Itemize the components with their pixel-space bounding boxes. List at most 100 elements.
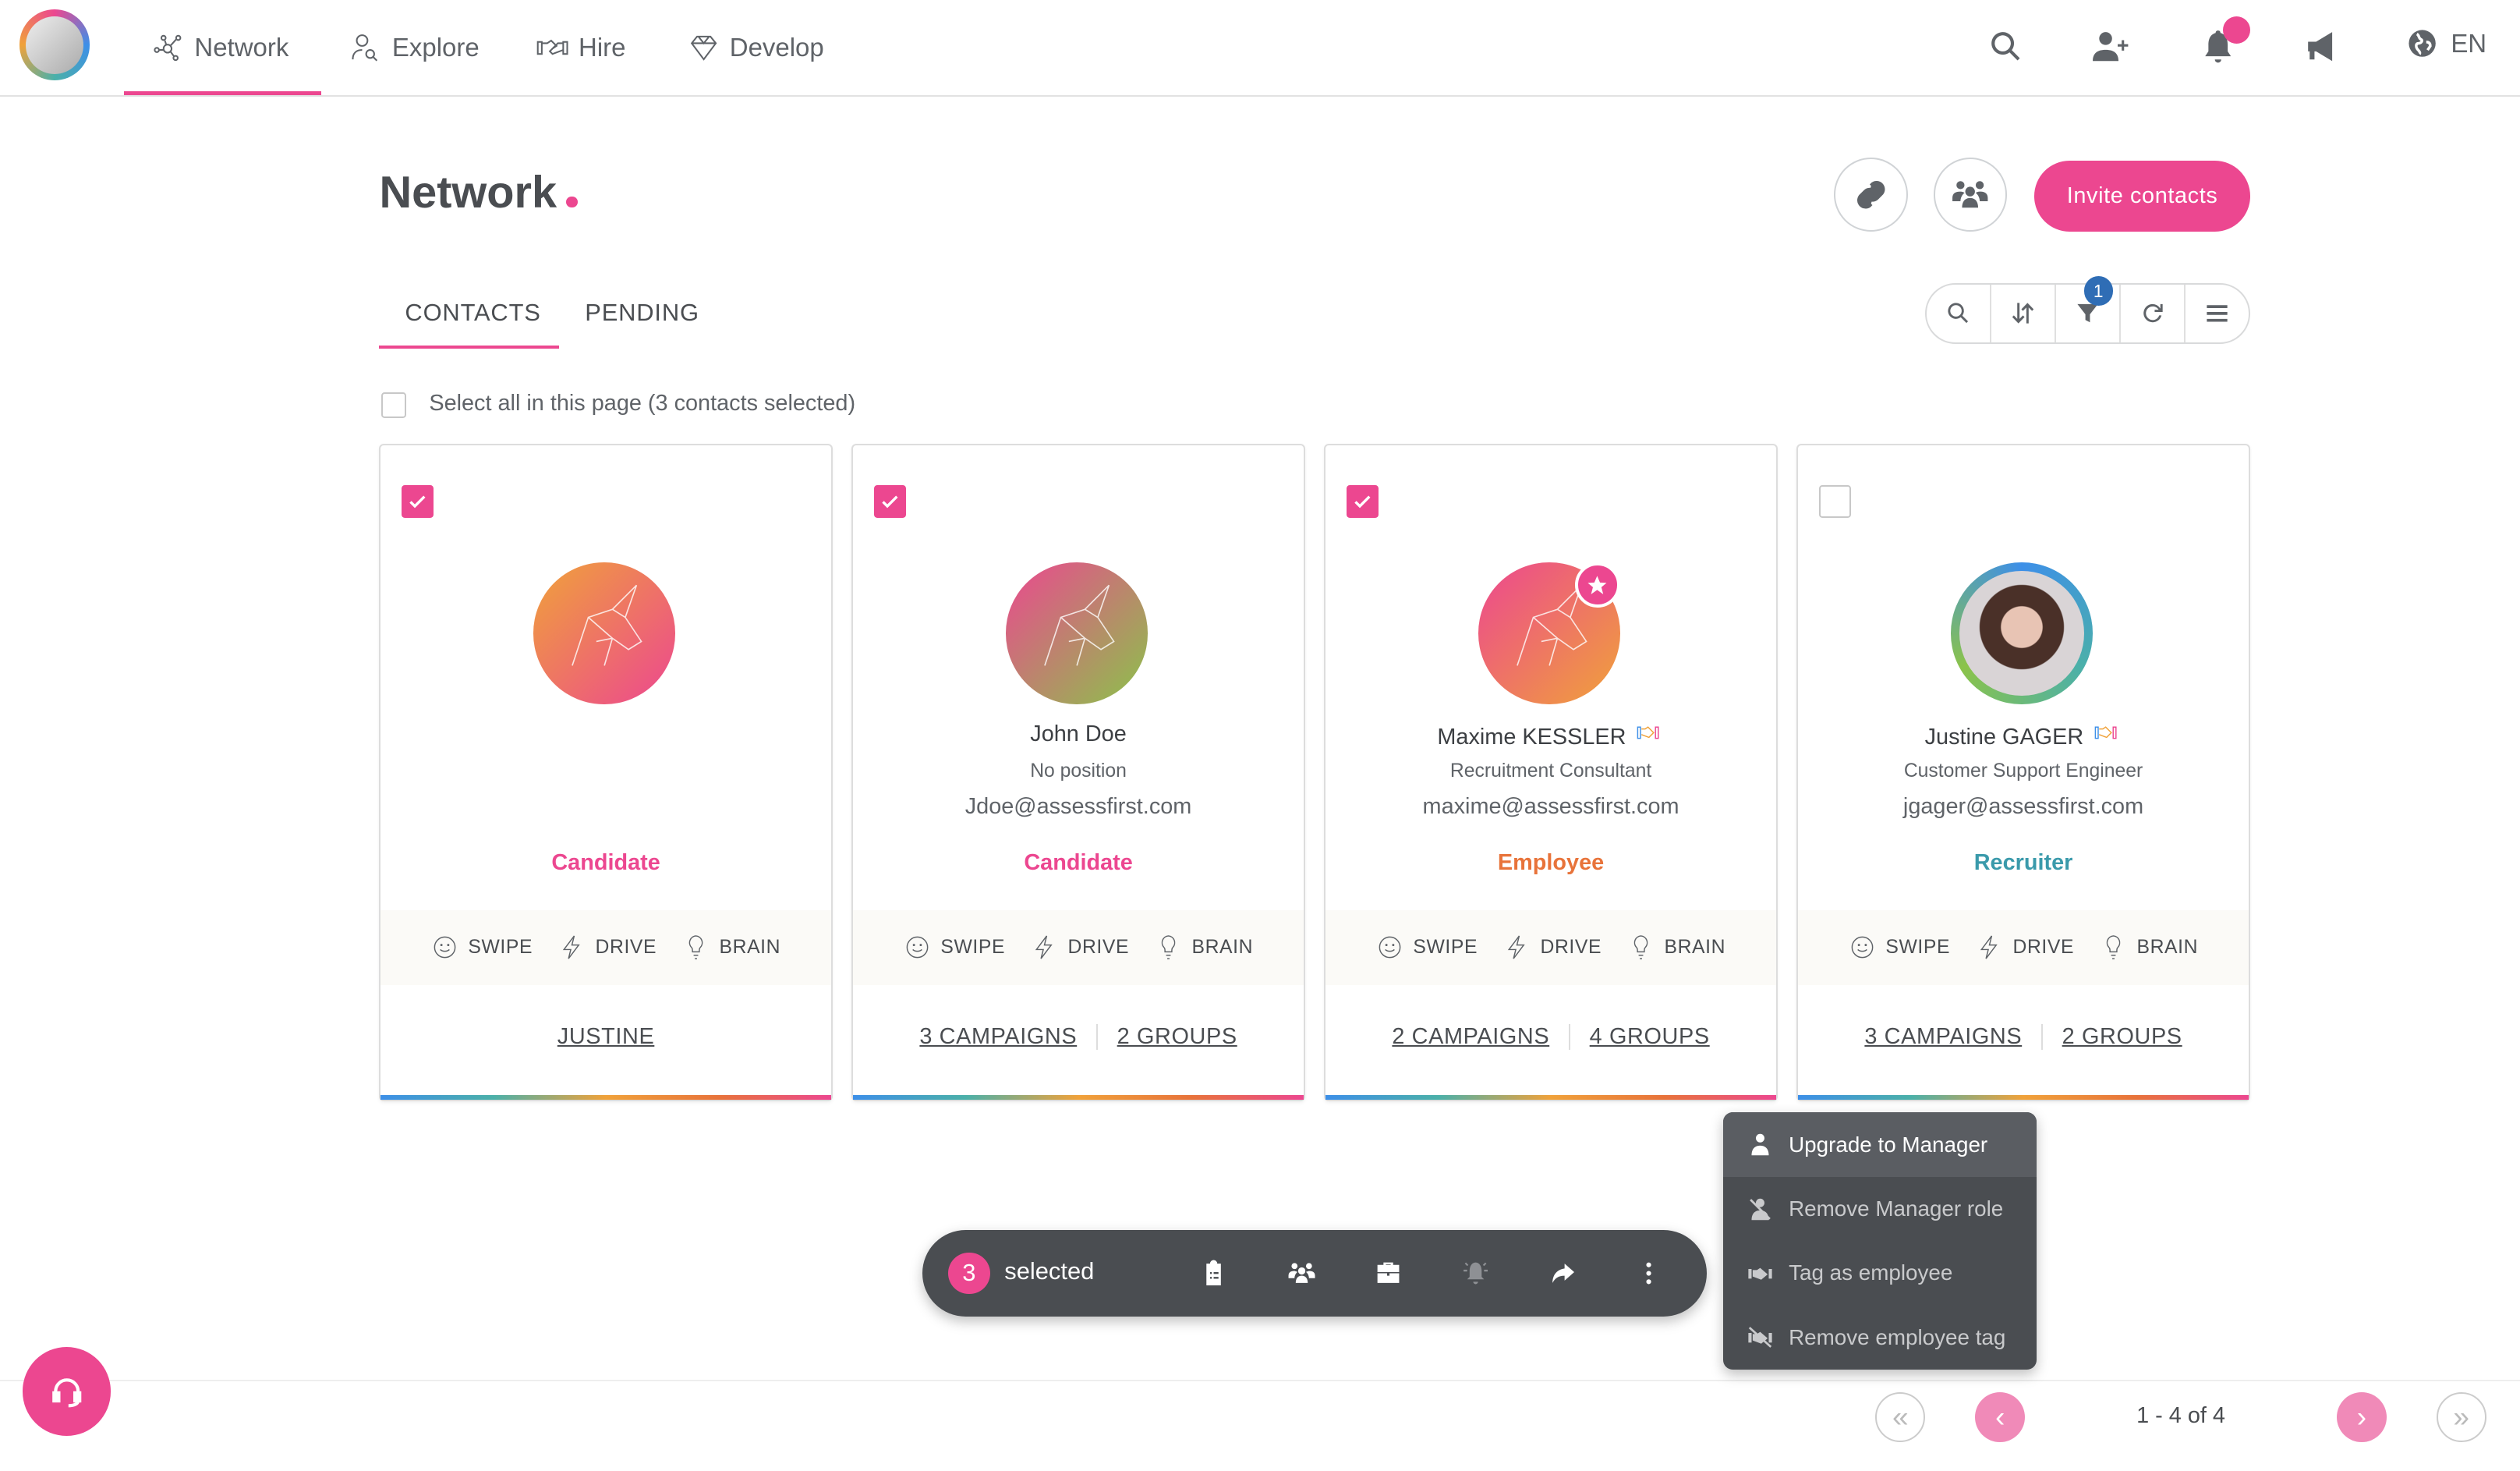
test-drive[interactable]: DRIVE — [1976, 934, 2074, 961]
nav-explore[interactable]: Explore — [350, 0, 480, 95]
more-actions-button[interactable] — [1630, 1254, 1668, 1292]
assign-test-button[interactable] — [1194, 1254, 1232, 1292]
menu-item-upgrade-manager[interactable]: Upgrade to Manager — [1722, 1112, 2037, 1177]
active-nav-indicator — [123, 91, 322, 95]
filter-button[interactable]: 1 — [2056, 276, 2121, 343]
brain-icon — [1627, 934, 1655, 961]
test-brain[interactable]: BRAIN — [682, 934, 780, 961]
test-results: SWIPE DRIVE BRAIN — [853, 909, 1304, 986]
card-checkbox[interactable] — [874, 485, 907, 518]
menu-item-tag-employee[interactable]: Tag as employee — [1723, 1241, 2037, 1305]
tab-pending[interactable]: PENDING — [585, 299, 699, 327]
copy-link-button[interactable] — [1833, 157, 1908, 232]
card-gradient-bar — [853, 1094, 1304, 1100]
nav-network[interactable]: Network — [153, 0, 288, 95]
card-checkbox[interactable] — [1819, 485, 1852, 518]
menu-item-remove-employee-tag[interactable]: Remove employee tag — [1723, 1306, 2037, 1370]
card-link[interactable]: 3 CAMPAIGNS — [1864, 1023, 2023, 1049]
test-results: SWIPE DRIVE BRAIN — [1325, 909, 1776, 986]
test-label: BRAIN — [1191, 937, 1254, 958]
contact-name-text: Maxime KESSLER — [1437, 725, 1626, 750]
check-icon — [1354, 495, 1371, 508]
menu-item-remove-manager[interactable]: Remove Manager role — [1723, 1177, 2037, 1241]
card-link[interactable]: 2 GROUPS — [1095, 1023, 1256, 1050]
test-brain[interactable]: BRAIN — [1155, 934, 1253, 961]
brain-icon — [1155, 934, 1182, 961]
page-title-text: Network — [379, 168, 557, 218]
announcements-button[interactable] — [2302, 26, 2344, 68]
add-user-icon — [2092, 32, 2129, 62]
test-results: SWIPE DRIVE BRAIN — [380, 909, 831, 986]
contact-name-text: Justine GAGER — [1924, 725, 2084, 750]
test-drive[interactable]: DRIVE — [558, 934, 657, 961]
sort-button[interactable] — [1991, 284, 2057, 343]
footer-divider — [0, 1379, 2520, 1381]
card-link[interactable]: 2 CAMPAIGNS — [1392, 1023, 1550, 1049]
contact-card[interactable]: Candidate SWIPE DRIVE BRAIN JUSTINE — [379, 443, 833, 1101]
invite-contacts-button[interactable]: Invite contacts — [2034, 161, 2250, 232]
test-brain[interactable]: BRAIN — [1627, 934, 1725, 961]
contact-card[interactable]: Maxime KESSLER Recruitment Consultant ma… — [1324, 443, 1778, 1101]
card-link[interactable]: 2 GROUPS — [2040, 1023, 2201, 1050]
groups-button[interactable] — [1933, 157, 2008, 232]
language-selector[interactable]: EN — [2406, 27, 2486, 59]
contact-name: Justine GAGER — [1798, 721, 2248, 750]
search-button[interactable] — [1927, 284, 1992, 343]
contact-name-text: John Doe — [1030, 721, 1127, 747]
card-link[interactable]: JUSTINE — [557, 1023, 655, 1049]
test-swipe[interactable]: SWIPE — [1376, 934, 1478, 961]
unicorn-icon — [1043, 584, 1115, 666]
card-link[interactable]: 4 GROUPS — [1568, 1023, 1729, 1050]
test-label: SWIPE — [1885, 937, 1951, 958]
hamburger-icon — [2207, 305, 2228, 322]
users-icon — [1288, 1263, 1315, 1283]
contact-card[interactable]: Justine GAGER Customer Support Engineer … — [1796, 443, 2250, 1101]
help-button[interactable] — [22, 1347, 111, 1436]
contact-role: Candidate — [1024, 850, 1133, 876]
card-links: 3 CAMPAIGNS 2 GROUPS — [853, 1023, 1303, 1050]
employee-handshake-icon — [1637, 726, 1660, 739]
alert-button[interactable] — [1456, 1254, 1494, 1292]
card-link[interactable]: 3 CAMPAIGNS — [919, 1023, 1078, 1049]
test-drive[interactable]: DRIVE — [1503, 934, 1602, 961]
nav-hire[interactable]: Hire — [536, 0, 625, 95]
card-checkbox[interactable] — [1347, 485, 1379, 518]
menu-item-label: Remove employee tag — [1789, 1324, 2006, 1349]
first-page-button[interactable]: « — [1875, 1391, 1926, 1442]
check-icon — [409, 495, 426, 508]
contact-card[interactable]: John Doe No position Jdoe@assessfirst.co… — [851, 443, 1305, 1101]
check-icon — [882, 495, 898, 508]
context-menu: Upgrade to Manager Remove Manager role T… — [1722, 1112, 2037, 1370]
test-drive[interactable]: DRIVE — [1031, 934, 1129, 961]
last-page-button[interactable]: » — [2436, 1391, 2486, 1442]
card-checkbox[interactable] — [402, 485, 434, 518]
refresh-button[interactable] — [2121, 284, 2186, 343]
app-logo[interactable] — [19, 9, 90, 81]
select-all-checkbox[interactable] — [380, 392, 407, 418]
page-title: Network — [379, 167, 578, 218]
test-swipe[interactable]: SWIPE — [904, 934, 1005, 961]
test-swipe[interactable]: SWIPE — [1849, 934, 1950, 961]
test-brain[interactable]: BRAIN — [2100, 934, 2198, 961]
list-toolbar: 1 — [1925, 276, 2250, 345]
search-button[interactable] — [1985, 26, 2027, 68]
notifications-button[interactable] — [2197, 26, 2239, 68]
selected-label: selected — [1004, 1257, 1095, 1285]
globe-icon — [2409, 30, 2436, 57]
prev-page-button[interactable]: ‹ — [1975, 1391, 2026, 1442]
add-user-button[interactable] — [2090, 26, 2132, 68]
swipe-icon — [1376, 934, 1403, 961]
add-to-campaign-button[interactable] — [1369, 1254, 1407, 1292]
bell-icon — [2204, 30, 2231, 63]
tab-contacts[interactable]: CONTACTS — [405, 299, 541, 327]
test-swipe[interactable]: SWIPE — [431, 934, 533, 961]
menu-button[interactable] — [2186, 285, 2249, 342]
briefcase-icon — [1377, 1262, 1400, 1283]
add-to-group-button[interactable] — [1283, 1254, 1321, 1292]
test-label: DRIVE — [1067, 937, 1130, 958]
share-button[interactable] — [1543, 1254, 1581, 1292]
nav-develop[interactable]: Develop — [688, 0, 824, 95]
handshake-icon — [537, 39, 568, 55]
next-page-button[interactable]: › — [2336, 1391, 2387, 1442]
clipboard-icon — [1205, 1260, 1221, 1285]
